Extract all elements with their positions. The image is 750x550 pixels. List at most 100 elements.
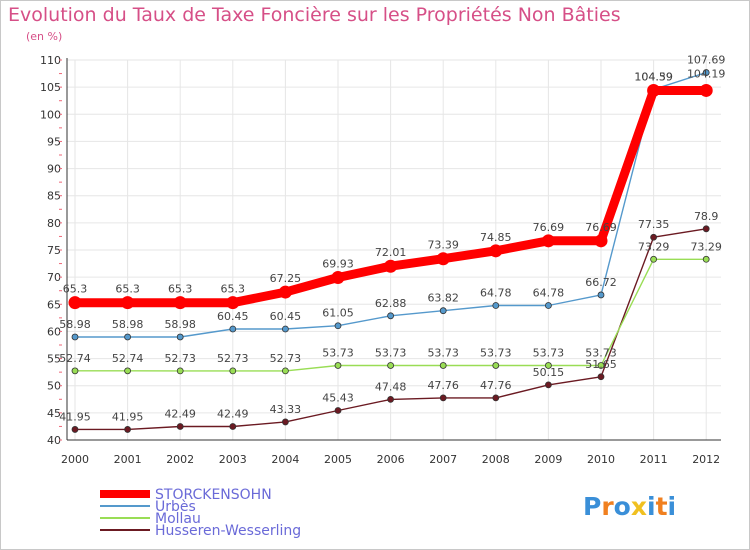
data-label: 67.25 <box>270 272 302 285</box>
data-label: 53.73 <box>585 346 617 359</box>
y-tick-label: 60 <box>47 325 61 338</box>
data-point <box>173 296 187 310</box>
data-point <box>699 83 713 97</box>
y-tick-label: 105 <box>40 81 61 94</box>
data-point <box>124 367 131 375</box>
data-label: 64.78 <box>533 286 565 299</box>
data-point <box>545 381 552 389</box>
data-point <box>278 285 292 299</box>
y-tick-label: 75 <box>47 244 61 257</box>
y-tick-label: 40 <box>47 434 61 447</box>
data-label: 60.45 <box>270 310 302 323</box>
data-point <box>68 296 82 310</box>
x-tick-label: 2005 <box>324 453 352 466</box>
data-point <box>436 252 450 266</box>
data-label: 58.98 <box>112 318 144 331</box>
data-label: 104.39 <box>634 70 673 83</box>
data-point <box>229 367 237 375</box>
x-tick-label: 2006 <box>377 453 405 466</box>
data-label: 53.73 <box>375 346 407 359</box>
data-label: 62.88 <box>375 297 407 310</box>
data-label: 52.74 <box>112 352 144 365</box>
data-point <box>439 307 447 315</box>
data-label: 50.15 <box>533 366 565 379</box>
x-tick-label: 2000 <box>61 453 89 466</box>
data-point <box>489 244 503 258</box>
y-tick-label: 85 <box>47 190 61 203</box>
data-point <box>702 225 710 233</box>
y-tick-label: 65 <box>47 298 61 311</box>
data-label: 52.74 <box>59 352 91 365</box>
data-point <box>387 395 395 403</box>
data-point <box>226 296 240 310</box>
data-label: 73.29 <box>690 240 722 253</box>
data-point <box>229 325 237 333</box>
data-label: 77.35 <box>638 218 670 231</box>
data-label: 53.73 <box>427 346 459 359</box>
data-label: 41.95 <box>112 410 144 423</box>
data-point <box>124 426 131 433</box>
legend-label: Husseren-Wesserling <box>155 523 301 539</box>
data-point <box>545 302 552 309</box>
data-point <box>387 362 395 369</box>
data-label: 58.98 <box>164 318 196 331</box>
data-label: 43.33 <box>270 403 302 416</box>
x-tick-label: 2002 <box>166 453 194 466</box>
data-point <box>597 291 605 299</box>
data-label: 63.82 <box>427 292 459 305</box>
data-point <box>545 362 552 369</box>
y-tick-label: 55 <box>47 353 61 366</box>
data-point <box>702 255 710 263</box>
data-point <box>492 302 500 309</box>
data-point <box>334 322 342 330</box>
data-point <box>71 333 79 341</box>
legend-label: Mollau <box>155 511 201 527</box>
legend-label: Urbès <box>155 499 196 515</box>
data-label: 104.19 <box>687 67 726 80</box>
data-label: 65.3 <box>168 283 193 296</box>
data-point <box>281 325 289 333</box>
chart-title: Evolution du Taux de Taxe Foncière sur l… <box>8 4 621 26</box>
x-tick-label: 2011 <box>640 453 668 466</box>
data-label: 41.95 <box>59 410 91 423</box>
data-label: 60.45 <box>217 310 249 323</box>
y-tick-label: 100 <box>40 108 61 121</box>
data-label: 45.43 <box>322 392 354 405</box>
data-label: 42.49 <box>217 407 249 420</box>
data-point <box>71 426 79 433</box>
y-tick-label: 70 <box>47 271 61 284</box>
data-point <box>492 394 500 402</box>
data-label: 52.73 <box>164 352 196 365</box>
data-label: 65.3 <box>63 283 88 296</box>
data-point <box>124 333 131 341</box>
legend-label: STORCKENSOHN <box>155 487 272 503</box>
data-label: 51.65 <box>585 358 617 371</box>
data-label: 73.39 <box>427 239 459 252</box>
data-label: 76.69 <box>585 221 617 234</box>
data-label: 53.73 <box>480 346 512 359</box>
data-point <box>281 367 289 375</box>
data-label: 58.98 <box>59 318 91 331</box>
data-label: 64.78 <box>480 286 512 299</box>
x-tick-label: 2004 <box>271 453 299 466</box>
data-point <box>384 259 398 273</box>
x-tick-label: 2009 <box>534 453 562 466</box>
x-tick-label: 2008 <box>482 453 510 466</box>
data-label: 73.29 <box>638 240 670 253</box>
data-point <box>176 423 184 430</box>
x-tick-label: 2010 <box>587 453 615 466</box>
y-tick-label: 90 <box>47 163 61 176</box>
data-label: 104.59 <box>634 70 673 83</box>
data-point <box>650 255 657 263</box>
data-label: 42.49 <box>164 407 196 420</box>
data-point <box>387 312 395 320</box>
data-point <box>702 69 710 76</box>
x-tick-label: 2012 <box>692 453 720 466</box>
data-label: 78.9 <box>694 210 719 223</box>
data-label: 107.69 <box>687 54 726 67</box>
y-tick-label: 80 <box>47 217 61 230</box>
x-tick-label: 2003 <box>219 453 247 466</box>
data-point <box>176 333 184 341</box>
y-tick-label: 45 <box>47 407 61 420</box>
